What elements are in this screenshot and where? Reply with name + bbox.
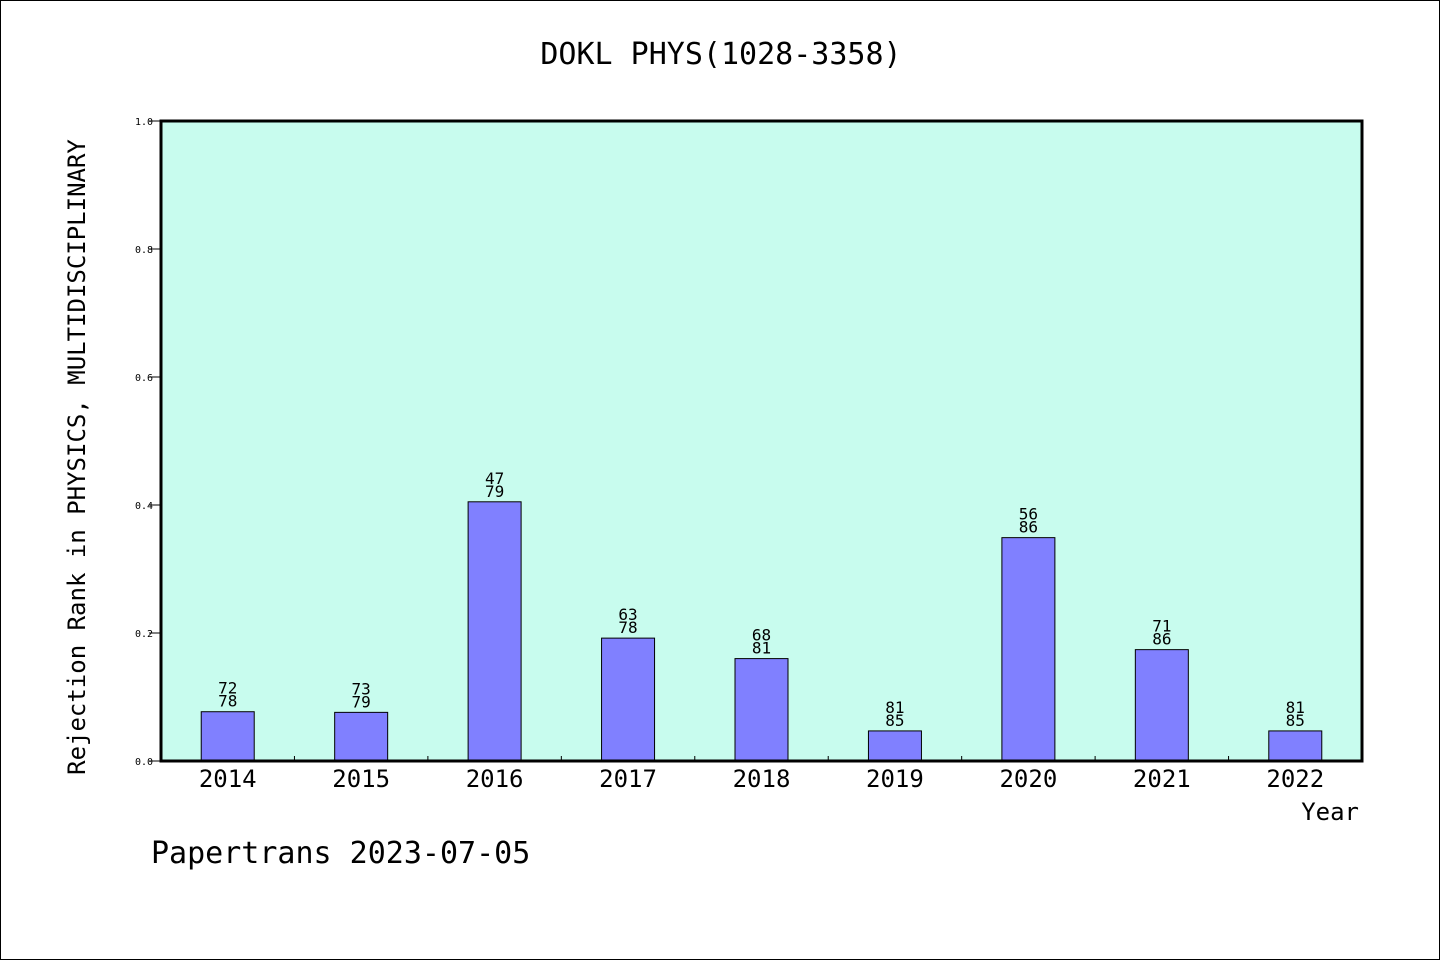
x-tick-label: 2019 [866,765,924,793]
y-tick-label: 0.2 [135,629,153,640]
y-tick-label: 0.8 [135,245,153,256]
bar-label-top: 71 [1152,617,1171,636]
y-tick-label: 0.4 [135,501,153,512]
bar-2014 [200,711,255,762]
bar-label-bottom: 81 [752,639,771,658]
bar-2018 [734,658,789,762]
bar-label-bottom: 79 [485,482,504,501]
bar-label-bottom: 78 [618,618,637,637]
x-tick-label: 2017 [599,765,657,793]
bar-2015 [334,711,389,762]
y-axis-label: Rejection Rank in PHYSICS, MULTIDISCIPLI… [63,139,91,775]
plot-border [159,119,1364,763]
bar-label-bottom: 86 [1152,630,1171,649]
y-tick-label: 0.6 [135,373,153,384]
x-tick-label: 2022 [1266,765,1324,793]
bar-label-bottom: 79 [352,692,371,711]
bar-label-top: 56 [1019,505,1038,524]
bar-2021 [1134,649,1189,762]
bar-label-top: 47 [485,469,504,488]
x-tick-label: 2014 [199,765,257,793]
bar-label-bottom: 85 [1286,711,1305,730]
bar-label-bottom: 85 [885,711,904,730]
bar-label-top: 72 [218,679,237,698]
bar-2019 [867,730,922,762]
y-tick-label: 1.0 [135,117,153,128]
bar-label-top: 68 [752,626,771,645]
bar-2017 [601,637,656,762]
footer-note: Papertrans 2023-07-05 [151,836,531,871]
x-tick-label: 2021 [1133,765,1191,793]
x-tick-label: 2018 [733,765,791,793]
bar-label-top: 81 [1286,698,1305,717]
bar-label-bottom: 86 [1019,518,1038,537]
x-tick-label: 2015 [332,765,390,793]
y-tick-label: 0.0 [135,757,153,768]
x-axis-label: Year [1301,798,1359,826]
bar-2022 [1268,730,1323,762]
bar-label-bottom: 78 [218,692,237,711]
bar-label-top: 73 [352,679,371,698]
x-tick-label: 2016 [466,765,524,793]
bar-2020 [1001,537,1056,762]
bar-label-top: 81 [885,698,904,717]
bar-2016 [467,501,522,762]
bar-label-top: 63 [618,605,637,624]
chart-title: DOKL PHYS(1028-3358) [540,37,902,72]
x-tick-label: 2020 [999,765,1057,793]
